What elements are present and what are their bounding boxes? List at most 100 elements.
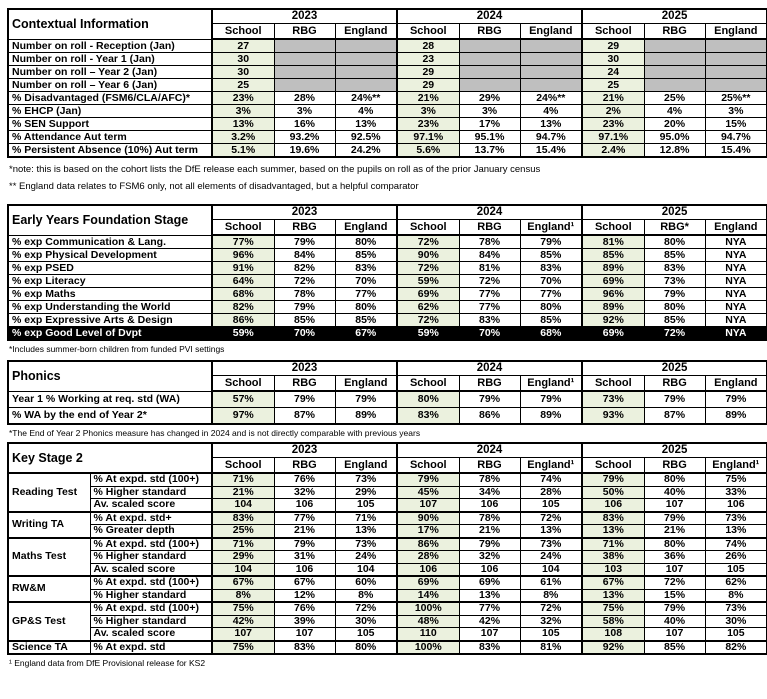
data-cell: 105 — [334, 498, 398, 512]
data-cell: 75% — [211, 639, 275, 655]
data-cell: 42% — [211, 614, 275, 628]
data-cell: 17% — [458, 117, 521, 131]
data-cell: NYA — [704, 261, 767, 275]
data-cell: 77% — [458, 300, 521, 314]
data-cell: 29% — [334, 485, 398, 499]
data-cell — [334, 38, 398, 53]
data-cell: 79% — [643, 601, 706, 616]
data-cell: 13% — [581, 524, 645, 538]
data-cell: 97% — [211, 407, 275, 425]
column-header: England¹ — [519, 457, 583, 474]
row-label: % Persistent Absence (10%) Aut term — [7, 143, 213, 158]
data-cell: NYA — [704, 248, 767, 262]
table-row: % Disadvantaged (FSM6/CLA/AFC)* 23% 28% 24%… — [7, 91, 767, 105]
group-label: Maths Test — [7, 536, 91, 577]
data-cell — [704, 78, 767, 92]
data-cell: 71% — [211, 536, 275, 551]
data-cell: 85% — [643, 639, 706, 655]
measure-label: % Higher standard — [89, 550, 213, 564]
data-cell: 24% — [334, 550, 398, 564]
data-cell: NYA — [704, 287, 767, 301]
data-cell: 85% — [643, 313, 706, 327]
row-label: % exp Communication & Lang. — [7, 234, 213, 249]
column-header: School — [581, 457, 645, 474]
data-cell: 106 — [273, 562, 336, 577]
data-cell: 29 — [396, 65, 460, 79]
data-cell: 77% — [211, 234, 275, 249]
data-cell: 13% — [211, 117, 275, 131]
table-row: % exp Physical Development 96% 84% 85% 90% 84… — [7, 248, 767, 262]
data-cell: 73% — [334, 472, 398, 487]
year-header: 2025 — [581, 360, 767, 376]
data-cell: 77% — [334, 287, 398, 301]
data-cell: 106 — [458, 498, 521, 512]
row-label: % WA by the end of Year 2* — [7, 407, 213, 425]
contextual-table: Contextual Information 2023 2024 2025 School… — [7, 8, 767, 158]
data-cell: 79% — [643, 510, 706, 525]
data-cell: 17% — [396, 524, 460, 538]
data-cell: 85% — [643, 248, 706, 262]
data-cell: 80% — [334, 300, 398, 314]
data-cell: 62% — [704, 575, 767, 590]
data-cell: 79% — [643, 390, 706, 408]
table-row: % Higher standard 21% 32% 29% 45% 34% 28% 50% 40… — [8, 485, 767, 499]
data-cell: 75% — [211, 601, 275, 616]
data-cell — [704, 38, 767, 53]
row-label: % exp Literacy — [7, 274, 213, 288]
data-cell — [458, 78, 521, 92]
group-label: Science TA — [7, 639, 91, 655]
measure-label: Av. scaled score — [89, 498, 213, 512]
data-cell: 69% — [581, 326, 645, 341]
data-cell: 27 — [211, 38, 275, 53]
data-cell: 69% — [396, 287, 460, 301]
year-header: 2025 — [581, 442, 767, 458]
data-cell: 62% — [396, 300, 460, 314]
data-cell: 80% — [519, 300, 583, 314]
data-cell: NYA — [704, 326, 767, 341]
data-cell: 80% — [643, 536, 706, 551]
data-cell: 71% — [211, 472, 275, 487]
group-label: Reading Test — [7, 472, 91, 512]
data-cell: 71% — [581, 536, 645, 551]
group-label: Writing TA — [7, 510, 91, 538]
data-cell: 15% — [643, 588, 706, 603]
data-cell: 89% — [581, 300, 645, 314]
data-cell: 105 — [519, 627, 583, 641]
data-cell: 78% — [458, 234, 521, 249]
data-cell: 79% — [704, 390, 767, 408]
data-cell: 26% — [704, 550, 767, 564]
data-cell: 107 — [643, 562, 706, 577]
contextual-section: Contextual Information 2023 2024 2025 School… — [7, 8, 767, 158]
data-cell — [273, 78, 336, 92]
data-cell: 32% — [519, 614, 583, 628]
column-header: School — [396, 457, 460, 474]
data-cell: 30% — [334, 614, 398, 628]
data-cell: 25% — [643, 91, 706, 105]
contextual-section-title: Contextual Information — [7, 8, 213, 40]
column-header: RBG — [643, 23, 706, 40]
data-cell: 83% — [211, 510, 275, 525]
data-cell: 67% — [581, 575, 645, 590]
column-header: England — [704, 219, 767, 236]
data-cell: 92.5% — [334, 130, 398, 144]
row-label: % Attendance Aut term — [7, 130, 213, 144]
data-cell: 72% — [458, 274, 521, 288]
data-cell: 70% — [334, 274, 398, 288]
data-cell — [273, 52, 336, 66]
data-cell: 70% — [273, 326, 336, 341]
data-cell: 13% — [519, 524, 583, 538]
table-row: % exp Literacy 64% 72% 70% 59% 72% 70% 69% 73% NY… — [7, 274, 767, 288]
data-cell — [643, 78, 706, 92]
column-header: School — [211, 219, 275, 236]
data-cell: 86% — [211, 313, 275, 327]
data-cell: 76% — [273, 601, 336, 616]
data-cell: 4% — [519, 104, 583, 118]
data-cell: 93.2% — [273, 130, 336, 144]
data-cell — [643, 65, 706, 79]
data-cell: 77% — [458, 287, 521, 301]
data-cell: 80% — [643, 234, 706, 249]
data-cell — [519, 78, 583, 92]
data-cell: 12.8% — [643, 143, 706, 158]
data-cell: 79% — [458, 390, 521, 408]
column-header: England¹ — [519, 375, 583, 392]
